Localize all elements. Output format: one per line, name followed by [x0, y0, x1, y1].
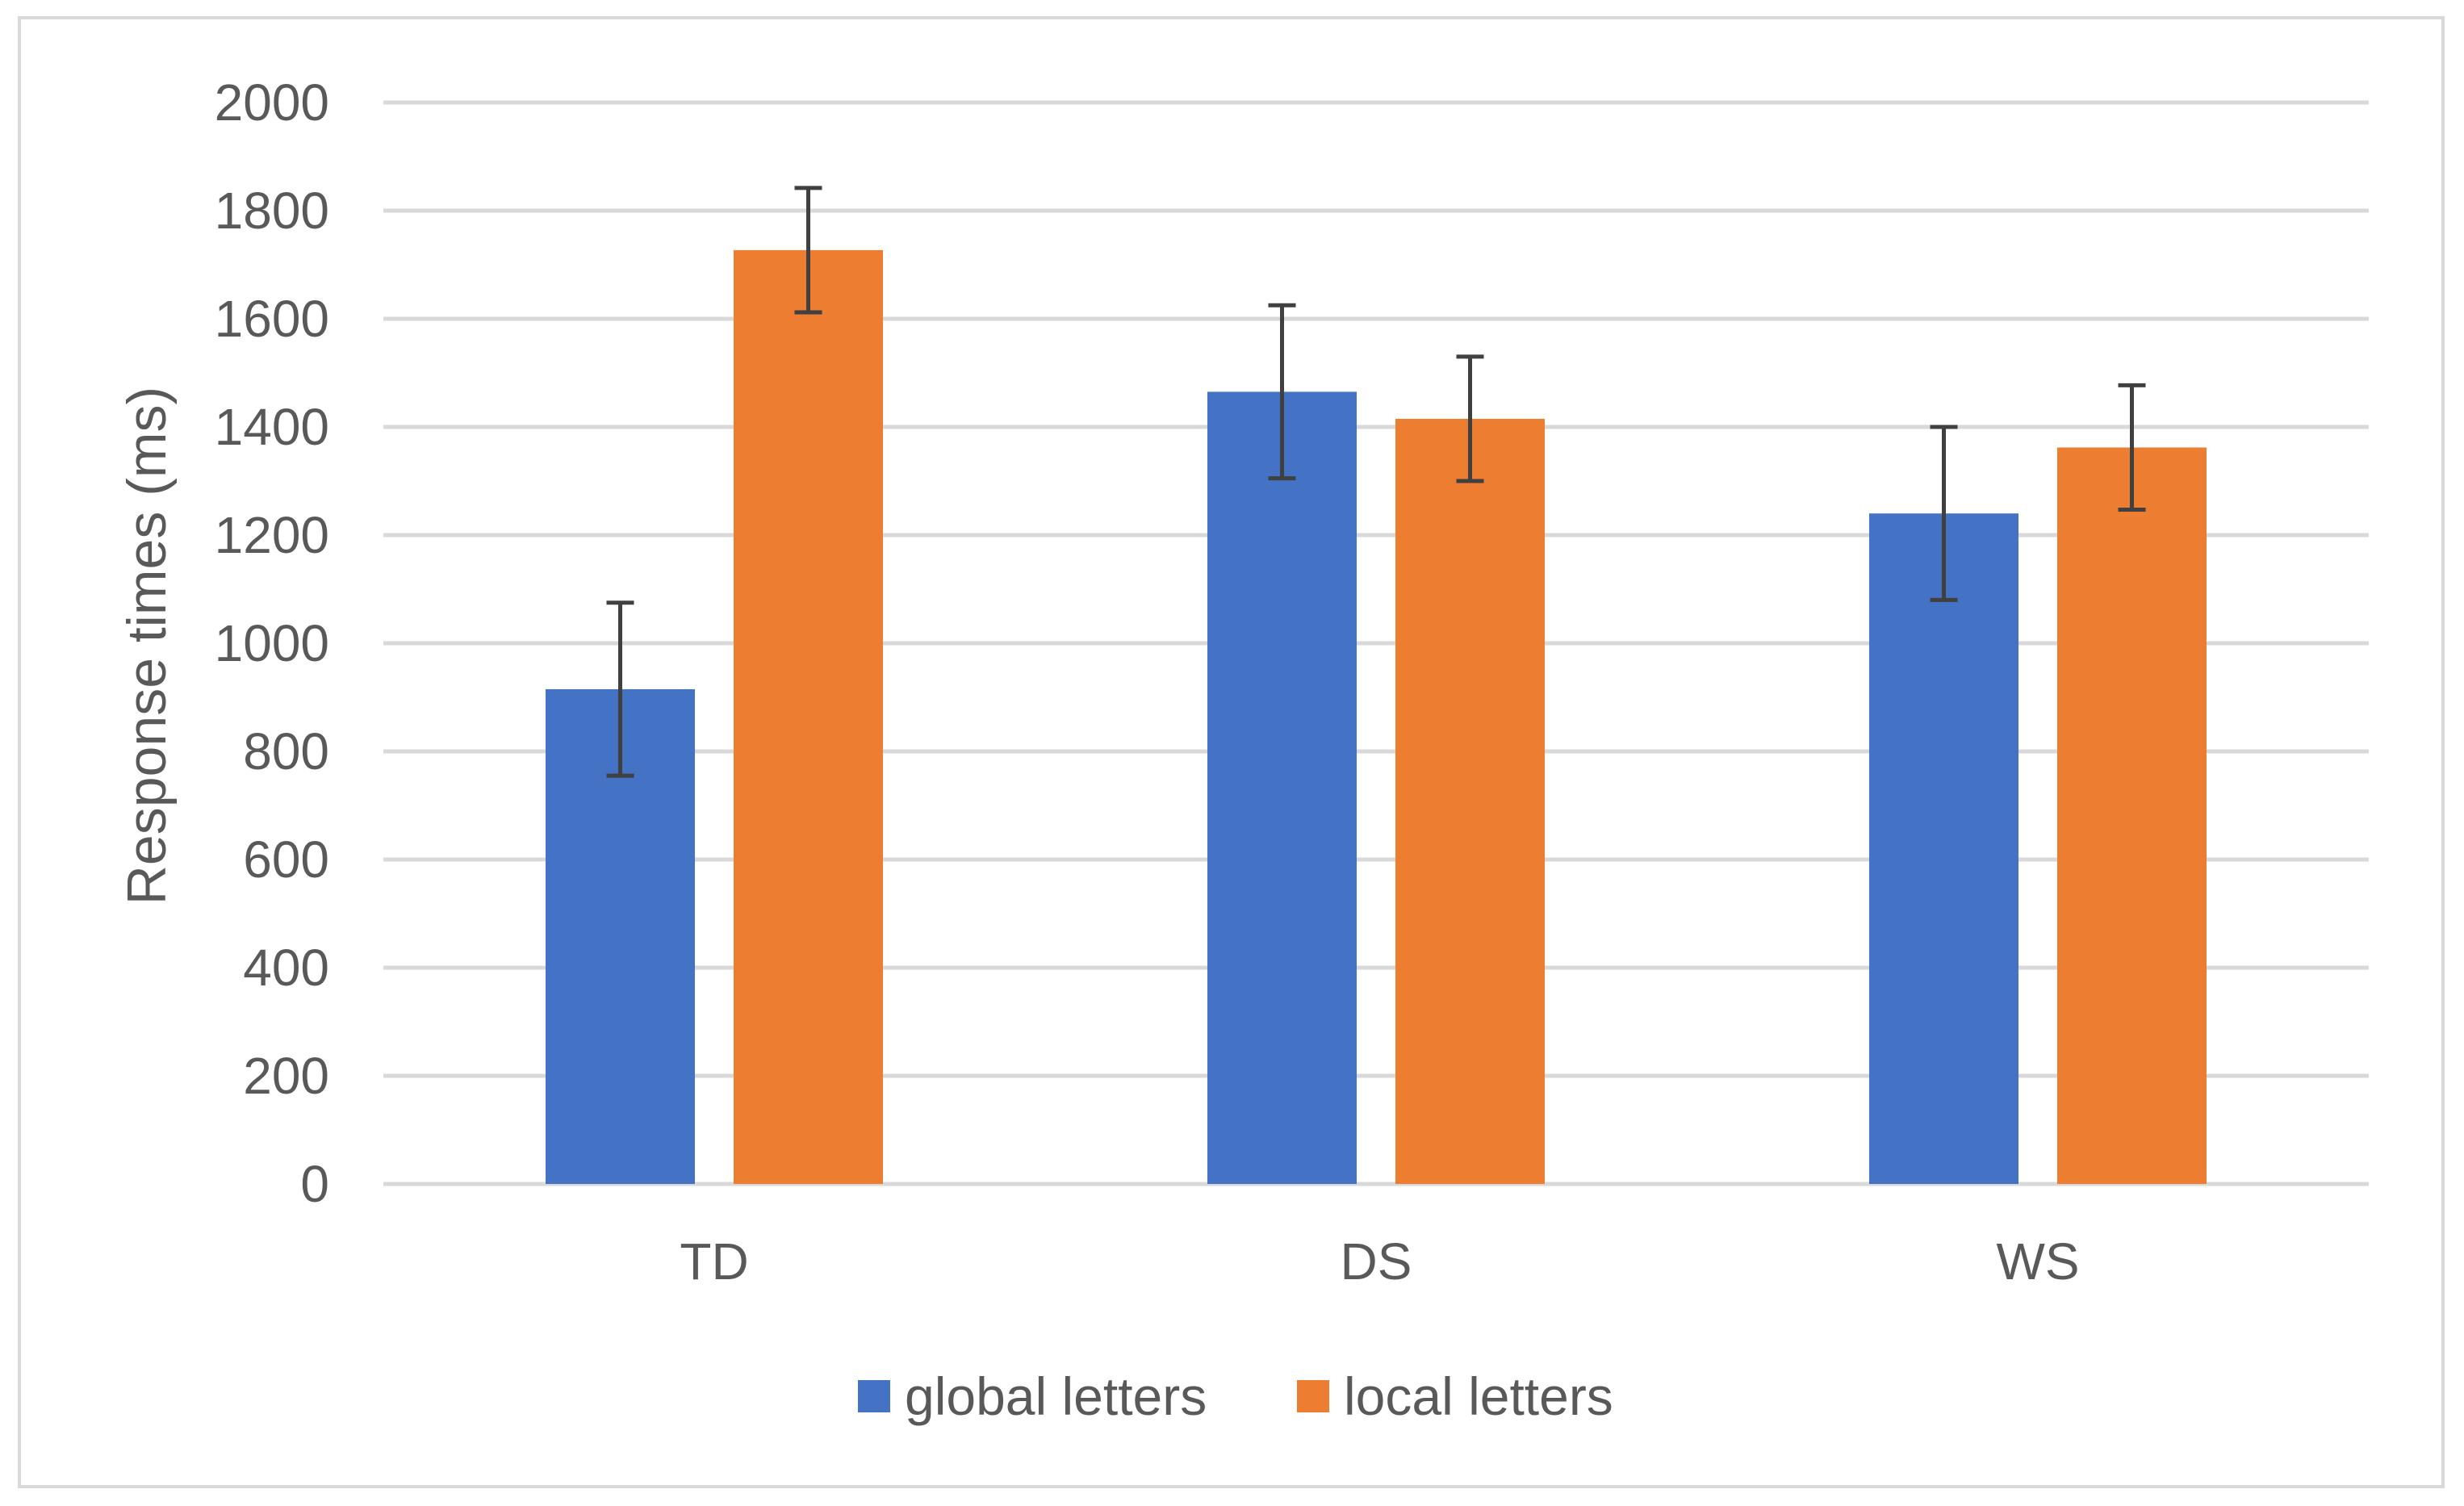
legend-swatch: [1297, 1380, 1329, 1412]
y-tick-label: 200: [243, 1047, 329, 1105]
y-tick-label: 1800: [215, 182, 329, 240]
error-bar: [794, 186, 822, 315]
legend-item: global letters: [858, 1366, 1207, 1426]
legend: global letters local letters: [858, 1366, 1613, 1426]
bar-global-letters-WS: [1869, 513, 2018, 1184]
y-tick-label: 0: [300, 1155, 329, 1213]
error-bar: [1268, 303, 1296, 481]
error-bar: [1930, 425, 1958, 602]
error-bars: [606, 186, 2146, 778]
gridlines: [383, 100, 2369, 1186]
y-tick-label: 2000: [215, 73, 329, 132]
error-bar: [2118, 383, 2146, 512]
error-bar: [606, 600, 634, 778]
y-tick-label: 400: [243, 939, 329, 997]
y-tick-label: 1000: [215, 614, 329, 672]
y-axis-label: Response times (ms): [116, 387, 178, 905]
y-axis-ticks: 0 200 400 600 800 1000 1200 1400 1600 1800 2000: [215, 73, 329, 1213]
y-tick-label: 1400: [215, 398, 329, 456]
x-category-label: WS: [1996, 1232, 2079, 1291]
error-bar: [1456, 354, 1484, 483]
bar-global-letters-DS: [1207, 391, 1357, 1184]
y-tick-label: 1200: [215, 506, 329, 564]
legend-swatch: [858, 1380, 890, 1412]
x-category-label: TD: [680, 1232, 748, 1291]
y-tick-label: 800: [243, 722, 329, 780]
legend-label: local letters: [1344, 1366, 1613, 1426]
y-tick-label: 600: [243, 830, 329, 889]
y-tick-label: 1600: [215, 290, 329, 348]
bar-local-letters-DS: [1395, 418, 1545, 1184]
legend-item: local letters: [1297, 1366, 1613, 1426]
bars: [546, 249, 2207, 1184]
bar-local-letters-TD: [734, 249, 883, 1184]
x-axis-categories: TD DS WS: [680, 1232, 2079, 1291]
x-category-label: DS: [1341, 1232, 1412, 1291]
bar-local-letters-WS: [2057, 447, 2207, 1184]
legend-label: global letters: [905, 1366, 1207, 1426]
